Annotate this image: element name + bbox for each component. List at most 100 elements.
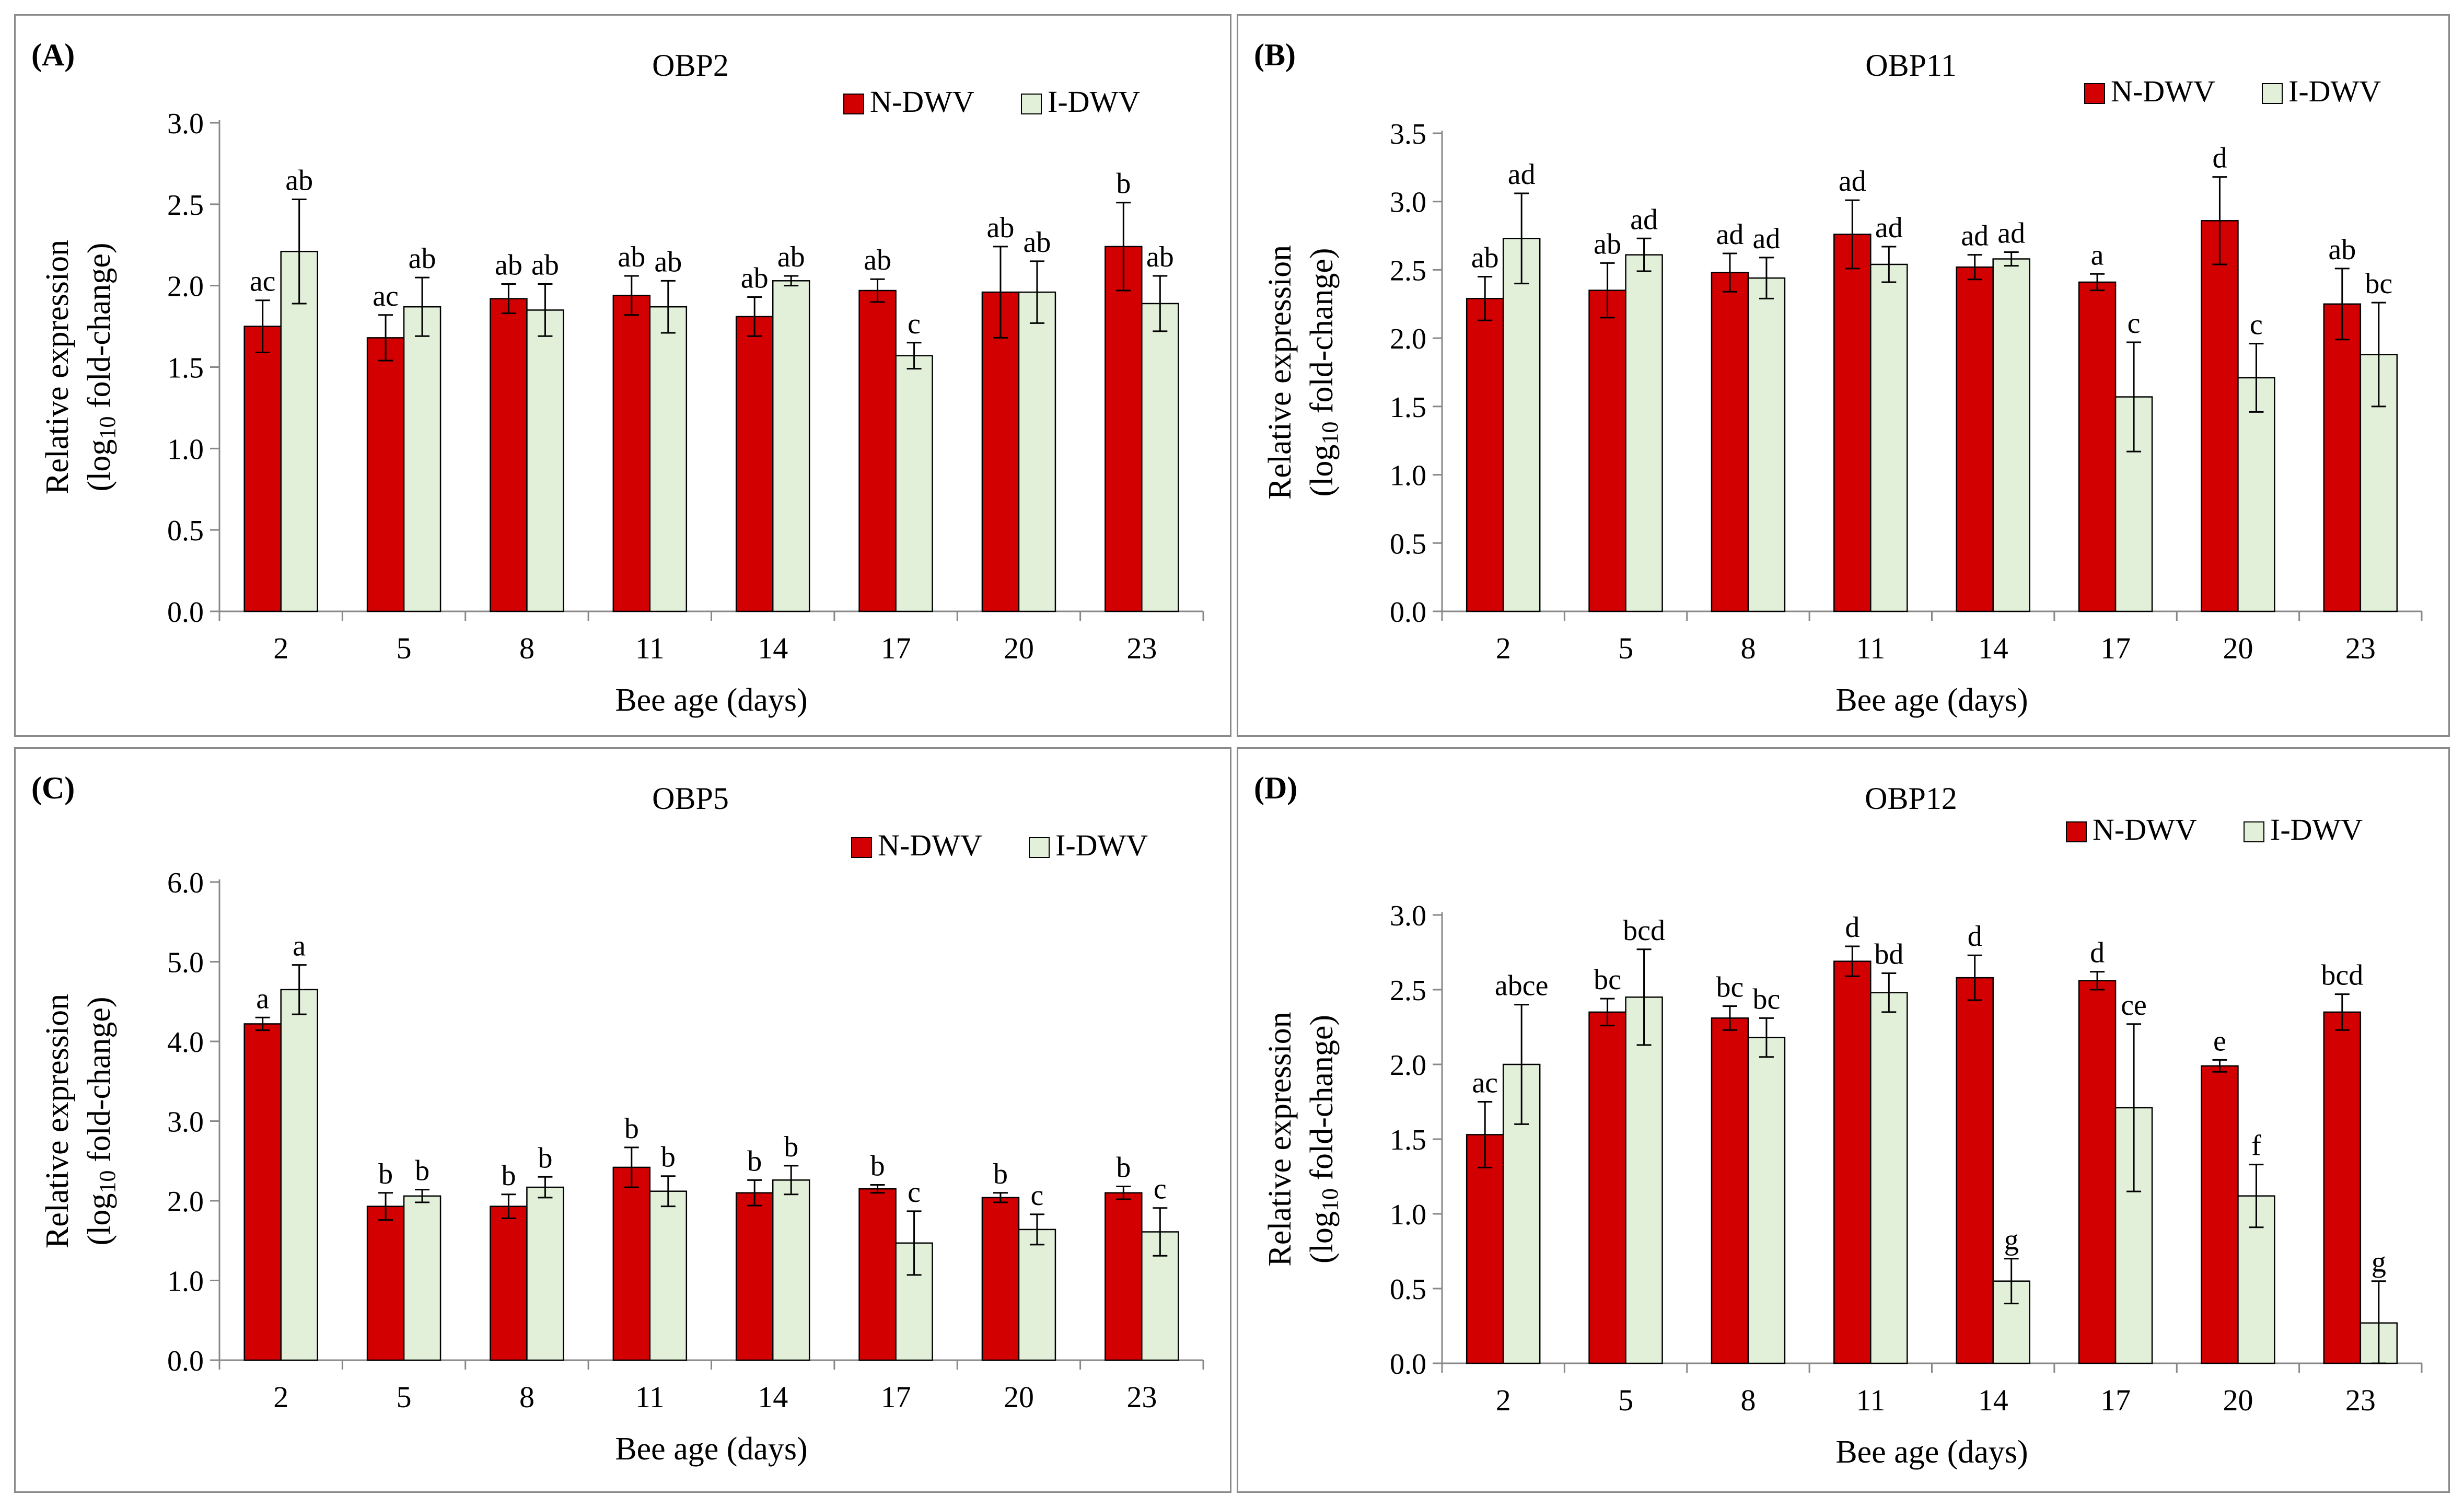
bar-i-dwv-8 bbox=[1747, 277, 1786, 612]
significance-label-i-dwv: ab bbox=[1146, 241, 1174, 273]
bar-n-dwv-2 bbox=[243, 1023, 282, 1361]
significance-label-n-dwv: ad bbox=[1716, 218, 1744, 251]
bar-n-dwv-11 bbox=[1833, 234, 1872, 612]
significance-label-n-dwv: ab bbox=[2328, 234, 2356, 266]
significance-label-n-dwv: b bbox=[378, 1158, 393, 1190]
legend-swatch-i-dwv bbox=[2262, 83, 2283, 104]
bar-n-dwv-8 bbox=[490, 1205, 528, 1361]
x-tick-label: 11 bbox=[1856, 631, 1885, 665]
bar-i-dwv-11 bbox=[1870, 263, 1908, 612]
x-axis-label: Bee age (days) bbox=[615, 682, 807, 718]
significance-label-i-dwv: a bbox=[293, 930, 306, 963]
significance-label-n-dwv: ad bbox=[1961, 220, 1989, 252]
x-tick-label: 20 bbox=[2223, 631, 2253, 665]
significance-label-i-dwv: c bbox=[2128, 307, 2141, 340]
y-tick-label: 2.5 bbox=[1390, 254, 1426, 287]
significance-label-i-dwv: ad bbox=[1508, 158, 1536, 191]
bar-n-dwv-14 bbox=[1956, 266, 1994, 612]
significance-label-i-dwv: ad bbox=[1997, 217, 2025, 249]
y-tick-label: 0.0 bbox=[1390, 596, 1426, 629]
significance-label-n-dwv: ac bbox=[250, 265, 276, 298]
panel-label: (C) bbox=[31, 771, 75, 805]
x-tick-label: 23 bbox=[1126, 631, 1157, 665]
x-tick-label: 17 bbox=[2100, 1383, 2131, 1417]
y-axis-label-post: fold-change) bbox=[82, 996, 117, 1170]
y-tick-label: 1.5 bbox=[167, 352, 204, 385]
x-axis-label: Bee age (days) bbox=[615, 1431, 807, 1467]
y-tick-label: 6.0 bbox=[167, 867, 204, 899]
x-tick-label: 5 bbox=[397, 631, 412, 665]
bar-i-dwv-2 bbox=[280, 250, 318, 612]
bar-i-dwv-23 bbox=[1141, 303, 1179, 612]
significance-label-n-dwv: ab bbox=[1594, 228, 1621, 260]
significance-label-n-dwv: ac bbox=[373, 280, 399, 312]
bar-i-dwv-5 bbox=[1625, 254, 1663, 612]
y-tick-label: 3.0 bbox=[1390, 187, 1426, 219]
significance-label-n-dwv: ab bbox=[1471, 242, 1499, 274]
x-tick-label: 14 bbox=[1978, 1383, 2008, 1417]
y-tick-label: 2.0 bbox=[167, 271, 204, 303]
y-tick-label: 3.5 bbox=[1390, 118, 1426, 150]
chart-d-svg: (D) OBP12 N-DWV I-DWV Relative expression (lo… bbox=[1254, 771, 2423, 1470]
significance-label-i-dwv: ab bbox=[531, 249, 559, 282]
significance-label-i-dwv: f bbox=[2251, 1130, 2261, 1162]
significance-label-n-dwv: ab bbox=[987, 212, 1015, 244]
chart-c-svg: (C) OBP5 N-DWV I-DWV Relative expression (log… bbox=[31, 771, 1204, 1467]
significance-label-n-dwv: a bbox=[256, 982, 269, 1015]
significance-label-n-dwv: b bbox=[747, 1145, 762, 1177]
x-tick-label: 2 bbox=[1496, 1383, 1511, 1417]
x-tick-label: 5 bbox=[397, 1380, 412, 1414]
significance-label-n-dwv: ab bbox=[495, 249, 522, 282]
bar-i-dwv-17 bbox=[895, 355, 933, 612]
y-axis-label: Relative expression (log10 fold-change) bbox=[1262, 1012, 1343, 1266]
bar-n-dwv-23 bbox=[1105, 1192, 1143, 1361]
x-tick-label: 2 bbox=[273, 631, 288, 665]
significance-label-n-dwv: ab bbox=[864, 244, 891, 276]
legend-swatch-n-dwv bbox=[2066, 821, 2087, 842]
x-tick-label: 17 bbox=[881, 1380, 911, 1414]
legend-label: N-DWV bbox=[2111, 74, 2215, 108]
bar-n-dwv-8 bbox=[1711, 1017, 1749, 1364]
bar-i-dwv-8 bbox=[526, 309, 564, 612]
significance-label-i-dwv: ab bbox=[409, 242, 436, 275]
significance-label-n-dwv: bcd bbox=[2321, 959, 2363, 992]
bar-n-dwv-20 bbox=[2201, 1065, 2239, 1364]
bar-n-dwv-23 bbox=[2323, 1011, 2362, 1364]
bar-n-dwv-17 bbox=[2078, 281, 2117, 612]
legend-swatch-n-dwv bbox=[2084, 83, 2105, 104]
legend-label: N-DWV bbox=[878, 828, 982, 862]
significance-label-i-dwv: ab bbox=[1024, 226, 1051, 259]
bar-n-dwv-14 bbox=[735, 316, 774, 612]
significance-label-i-dwv: c bbox=[1154, 1173, 1167, 1205]
significance-label-i-dwv: ab bbox=[285, 164, 313, 196]
bar-i-dwv-5 bbox=[1625, 996, 1663, 1364]
y-tick-label: 1.5 bbox=[1390, 1124, 1426, 1156]
x-axis-label: Bee age (days) bbox=[1835, 1434, 2028, 1470]
significance-label-i-dwv: ab bbox=[654, 246, 682, 278]
y-tick-label: 2.0 bbox=[1390, 323, 1426, 355]
bar-n-dwv-20 bbox=[981, 1197, 1020, 1361]
bar-i-dwv-5 bbox=[403, 306, 441, 612]
y-tick-label: 0.0 bbox=[167, 1345, 204, 1377]
y-axis-label: Relative expression (log10 fold-change) bbox=[1262, 245, 1343, 500]
bar-i-dwv-14 bbox=[772, 1179, 810, 1361]
bar-n-dwv-17 bbox=[858, 289, 897, 612]
y-axis-label-line1: Relative expression bbox=[40, 994, 75, 1248]
bar-i-dwv-2 bbox=[1502, 238, 1541, 612]
legend-label: I-DWV bbox=[2270, 813, 2363, 847]
significance-label-i-dwv: bcd bbox=[1623, 914, 1665, 947]
bar-n-dwv-17 bbox=[2078, 980, 2117, 1364]
chart-panel-d: (D) OBP12 N-DWV I-DWV Relative expression (lo… bbox=[1237, 747, 2450, 1493]
significance-label-i-dwv: g bbox=[2372, 1246, 2386, 1279]
significance-label-n-dwv: ad bbox=[1839, 165, 1866, 198]
y-axis-label-pre: (log bbox=[1304, 445, 1340, 497]
y-tick-label: 1.0 bbox=[1390, 1199, 1426, 1231]
chart-title: OBP5 bbox=[652, 781, 729, 816]
legend-label: I-DWV bbox=[1048, 85, 1140, 119]
x-tick-label: 8 bbox=[519, 1380, 534, 1414]
x-tick-label: 8 bbox=[1740, 631, 1756, 665]
x-tick-label: 14 bbox=[1978, 631, 2008, 665]
x-tick-label: 5 bbox=[1618, 631, 1633, 665]
chart-panel-c: (C) OBP5 N-DWV I-DWV Relative expression (log… bbox=[14, 747, 1231, 1493]
chart-panel-a: (A) OBP2 N-DWV I-DWV Relative expression (log… bbox=[14, 14, 1231, 737]
